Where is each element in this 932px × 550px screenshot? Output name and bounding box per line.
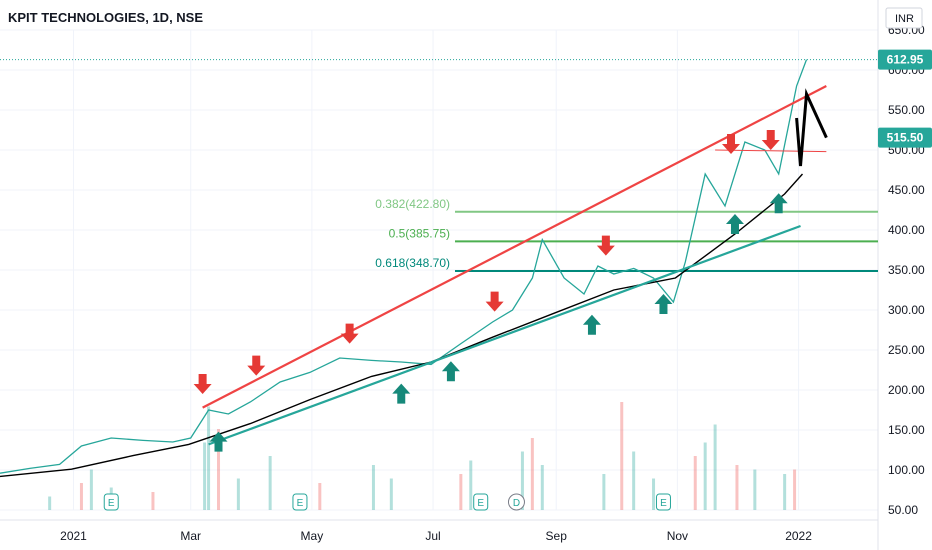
sell-arrow — [485, 291, 504, 312]
volume-bar — [753, 469, 757, 510]
price-series-line — [0, 59, 808, 474]
volume-bar — [602, 474, 606, 510]
sell-arrow — [193, 374, 212, 394]
volume-bar — [268, 456, 272, 510]
earnings-marker — [292, 493, 308, 511]
volume-bar — [236, 478, 240, 510]
buy-arrow — [769, 193, 788, 214]
price-grid — [0, 0, 879, 550]
event-label: E — [660, 498, 667, 509]
y-tick-label: 400.00 — [888, 223, 925, 237]
event-marker: E — [655, 493, 671, 511]
buy-arrow — [582, 314, 601, 335]
signal-arrows — [193, 130, 788, 452]
volume-bars — [48, 402, 797, 510]
event-marker: E — [473, 493, 489, 511]
earnings-marker — [473, 493, 489, 511]
volume-bar — [207, 406, 211, 510]
fib-level-label: 0.618(348.70) — [375, 256, 450, 270]
price-tag-label: 515.50 — [887, 131, 924, 145]
volume-bar — [703, 442, 707, 510]
fib-level-label: 0.382(422.80) — [375, 197, 450, 211]
y-tick-label: 550.00 — [888, 103, 925, 117]
buy-arrow — [441, 361, 460, 382]
event-marker: E — [292, 493, 308, 511]
sell-arrow — [761, 130, 780, 150]
volume-bar — [620, 402, 624, 510]
volume-bar — [203, 442, 207, 510]
y-tick-label: 450.00 — [888, 183, 925, 197]
price-tag-box — [878, 127, 932, 148]
buy-arrow — [725, 214, 744, 234]
volume-bar — [318, 483, 322, 510]
volume-bar — [713, 424, 717, 510]
price-tag-label: 612.95 — [887, 53, 924, 67]
volume-bar — [735, 465, 739, 510]
sell-arrow — [247, 355, 266, 376]
event-label: E — [108, 498, 115, 509]
volume-bar — [371, 465, 375, 510]
volume-bar — [652, 478, 656, 510]
x-tick-label: 2021 — [60, 529, 87, 543]
y-tick-label: 350.00 — [888, 263, 925, 277]
sell-arrow — [596, 235, 615, 256]
currency-badge — [885, 7, 923, 29]
trendline-support — [208, 224, 801, 446]
volume-bar — [469, 460, 473, 510]
volume-bar — [389, 478, 393, 510]
buy-arrow — [654, 294, 673, 314]
y-axis: 650.00600.00550.00500.00450.00400.00350.… — [888, 23, 925, 517]
x-tick-label: Sep — [546, 529, 568, 543]
event-marker: E — [103, 493, 119, 511]
volume-bar — [79, 483, 83, 510]
fibonacci-levels: 0.382(422.80) 0.5(385.75) 0.618(348.70) — [375, 197, 878, 273]
earnings-marker — [655, 493, 671, 511]
y-tick-label: 100.00 — [888, 463, 925, 477]
buy-arrow — [209, 431, 228, 452]
y-tick-label: 150.00 — [888, 423, 925, 437]
volume-bar — [783, 474, 787, 510]
sell-arrow — [340, 323, 359, 344]
x-tick-label: Jul — [425, 529, 440, 543]
volume-bar — [89, 469, 93, 510]
projection-path — [795, 88, 828, 167]
volume-bar — [520, 451, 524, 510]
moving-average-line — [0, 173, 804, 478]
event-label: E — [477, 498, 484, 509]
y-tick-label: 300.00 — [888, 303, 925, 317]
x-tick-label: May — [301, 529, 324, 543]
x-axis: 2021 Mar May Jul Sep Nov 2022 — [60, 529, 812, 543]
fib-level-label: 0.5(385.75) — [389, 226, 450, 240]
y-tick-label: 250.00 — [888, 343, 925, 357]
price-tag-box — [878, 49, 932, 70]
price-tags: 612.95 515.50 — [0, 49, 932, 148]
trendline-resistance — [202, 85, 827, 409]
sell-arrow — [722, 134, 741, 154]
volume-bar — [459, 474, 463, 510]
event-label: E — [297, 498, 304, 509]
volume-bar — [530, 438, 534, 510]
dividend-marker — [507, 493, 525, 511]
volume-bar — [540, 465, 544, 510]
volume-bar — [793, 469, 797, 510]
volume-bar — [217, 429, 221, 510]
volume-bar — [632, 451, 636, 510]
buy-arrow — [392, 383, 411, 404]
y-tick-label: 200.00 — [888, 383, 925, 397]
event-label: D — [513, 498, 520, 509]
earnings-marker — [103, 493, 119, 511]
x-tick-label: Nov — [667, 529, 688, 543]
chart-title: KPIT TECHNOLOGIES, 1D, NSE — [8, 10, 203, 25]
volume-bar — [693, 456, 697, 510]
volume-bar — [48, 496, 52, 510]
x-tick-label: 2022 — [785, 529, 812, 543]
y-tick-label: 50.00 — [888, 503, 918, 517]
event-marker: D — [507, 493, 525, 511]
currency-label: INR — [895, 13, 914, 25]
volume-bar — [151, 492, 155, 510]
x-tick-label: Mar — [180, 529, 201, 543]
